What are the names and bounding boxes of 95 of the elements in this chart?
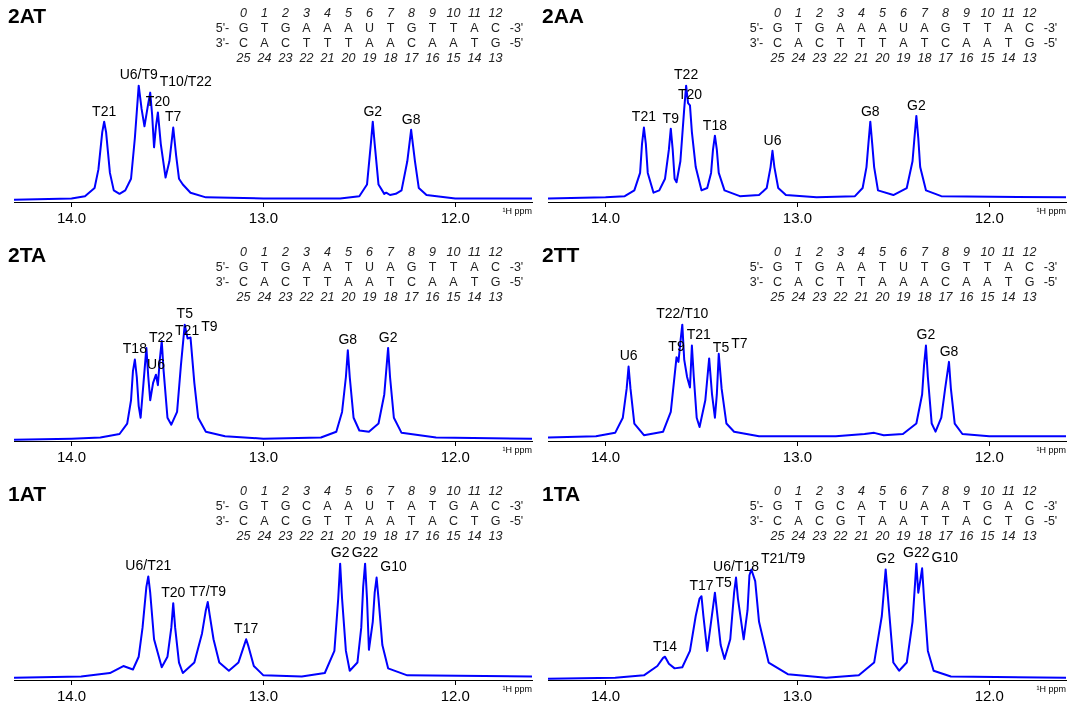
text: 5'- G T G A A T U T G T T A C -3' bbox=[749, 260, 1058, 274]
text: 25 24 23 22 21 20 19 18 17 16 15 14 13 bbox=[236, 51, 503, 65]
x-tick-label: 12.0 bbox=[974, 687, 1004, 705]
annotation: T17 bbox=[689, 577, 714, 594]
x-tick-label: 13.0 bbox=[248, 448, 279, 466]
annotation: G10 bbox=[380, 558, 407, 575]
annotation: G2 bbox=[363, 102, 383, 119]
x-tick-label: 14.0 bbox=[590, 209, 621, 227]
annotation: T14 bbox=[652, 637, 678, 654]
annotation: T21 bbox=[686, 326, 712, 343]
annotation: U6 bbox=[619, 347, 638, 364]
annotation: T18 bbox=[122, 340, 148, 357]
annotation: T22/T10 bbox=[656, 305, 709, 322]
x-tick-label: 14.0 bbox=[56, 209, 87, 227]
x-tick-label: 13.0 bbox=[782, 209, 813, 227]
annotation: U6/T21 bbox=[125, 557, 172, 574]
text: 0 1 2 3 4 5 6 7 8 9 10 11 12 bbox=[240, 484, 503, 498]
annotation: G8 bbox=[860, 102, 880, 119]
annotation: T21 bbox=[631, 108, 657, 125]
annotation: G2 bbox=[907, 96, 926, 113]
x-tick-label: 12.0 bbox=[974, 448, 1004, 466]
x-axis-title: ¹H ppm bbox=[1036, 683, 1066, 694]
text: 3'- C A C G T T A A T A C T G -5' bbox=[215, 514, 524, 528]
annotation: G8 bbox=[939, 342, 959, 359]
annotation: T22 bbox=[148, 328, 174, 345]
annotation: G10 bbox=[931, 549, 959, 566]
chart-title: 2TA bbox=[8, 243, 47, 267]
text: 0 1 2 3 4 5 6 7 8 9 10 11 12 bbox=[240, 245, 503, 259]
text: 3'- C A C T T A A T C A A T G -5' bbox=[215, 275, 524, 289]
x-tick-label: 12.0 bbox=[440, 209, 470, 227]
chart-title: 2AT bbox=[8, 4, 47, 28]
text: 0 1 2 3 4 5 6 7 8 9 10 11 12 bbox=[774, 6, 1037, 20]
text: 3'- C A C T T A A A C A A T G -5' bbox=[749, 275, 1058, 289]
text: 25 24 23 22 21 20 19 18 17 16 15 14 13 bbox=[236, 290, 503, 304]
annotation: G2 bbox=[876, 550, 896, 567]
x-tick-label: 12.0 bbox=[440, 687, 470, 705]
annotation: T5 bbox=[176, 305, 194, 322]
text: 3'- C A C G T A A T T A C T G -5' bbox=[749, 514, 1058, 528]
annotation: U6 bbox=[763, 131, 782, 148]
annotation: G8 bbox=[338, 331, 358, 348]
annotation: T5 bbox=[715, 573, 733, 590]
annotation: T20 bbox=[161, 584, 186, 601]
annotation: T18 bbox=[702, 116, 728, 133]
x-tick-label: 13.0 bbox=[782, 448, 813, 466]
annotation: T17 bbox=[234, 620, 259, 637]
text: 3'- C A C T T T A T C A A T G -5' bbox=[749, 36, 1058, 50]
annotation: T21/T9 bbox=[760, 550, 806, 567]
text: 0 1 2 3 4 5 6 7 8 9 10 11 12 bbox=[774, 245, 1037, 259]
annotation: U6/T9 bbox=[119, 66, 158, 83]
x-axis-title: ¹H ppm bbox=[502, 683, 532, 694]
text: 0 1 2 3 4 5 6 7 8 9 10 11 12 bbox=[774, 484, 1037, 498]
x-tick-label: 14.0 bbox=[56, 448, 87, 466]
annotation: T5 bbox=[712, 339, 730, 356]
x-tick-label: 13.0 bbox=[782, 687, 813, 705]
text: 5'- G T G C A A U T A T G A C -3' bbox=[215, 499, 524, 513]
text: 25 24 23 22 21 20 19 18 17 16 15 14 13 bbox=[236, 529, 503, 543]
text: 5'- G T G A A A U T G T T A C -3' bbox=[215, 21, 524, 35]
x-axis-title: ¹H ppm bbox=[1036, 205, 1066, 216]
annotation: G2 bbox=[378, 328, 398, 345]
text: 25 24 23 22 21 20 19 18 17 16 15 14 13 bbox=[770, 290, 1037, 304]
chart-title: 1TA bbox=[542, 482, 581, 506]
x-tick-label: 14.0 bbox=[590, 687, 621, 705]
annotation: T9 bbox=[662, 109, 680, 126]
x-tick-label: 14.0 bbox=[56, 687, 87, 705]
text: 5'- G T G C A T U A A T G A C -3' bbox=[749, 499, 1058, 513]
text: 25 24 23 22 21 20 19 18 17 16 15 14 13 bbox=[770, 51, 1037, 65]
chart-title: 2AA bbox=[542, 4, 585, 28]
annotation: T21 bbox=[92, 102, 117, 119]
annotation: T10/T22 bbox=[159, 73, 213, 90]
x-tick-label: 12.0 bbox=[440, 448, 470, 466]
x-tick-label: 14.0 bbox=[590, 448, 621, 466]
text: 25 24 23 22 21 20 19 18 17 16 15 14 13 bbox=[770, 529, 1037, 543]
text: 5'- G T G A A A U A G T T A C -3' bbox=[749, 21, 1058, 35]
chart-title: 1AT bbox=[8, 482, 47, 506]
annotation: G2 bbox=[330, 544, 350, 561]
annotation: G22 bbox=[903, 544, 930, 561]
annotation: G2 bbox=[916, 326, 936, 343]
x-tick-label: 12.0 bbox=[974, 209, 1004, 227]
annotation: T7/T9 bbox=[189, 582, 227, 599]
x-axis-title: ¹H ppm bbox=[502, 205, 532, 216]
annotation: T9 bbox=[201, 318, 218, 335]
annotation: T22 bbox=[674, 66, 699, 83]
annotation: T7 bbox=[165, 108, 182, 125]
annotation: G22 bbox=[351, 544, 379, 561]
annotation: U6/T18 bbox=[713, 558, 760, 575]
text: 5'- G T G A A T U A G T T A C -3' bbox=[215, 260, 524, 274]
chart-title: 2TT bbox=[542, 243, 580, 267]
text: 0 1 2 3 4 5 6 7 8 9 10 11 12 bbox=[240, 6, 503, 20]
annotation: T7 bbox=[731, 334, 748, 351]
x-axis-title: ¹H ppm bbox=[1036, 444, 1066, 455]
annotation: G8 bbox=[401, 110, 421, 127]
x-tick-label: 13.0 bbox=[248, 209, 279, 227]
x-axis-title: ¹H ppm bbox=[502, 444, 532, 455]
text: 3'- C A C T T T A A C A A T G -5' bbox=[215, 36, 524, 50]
x-tick-label: 13.0 bbox=[248, 687, 279, 705]
